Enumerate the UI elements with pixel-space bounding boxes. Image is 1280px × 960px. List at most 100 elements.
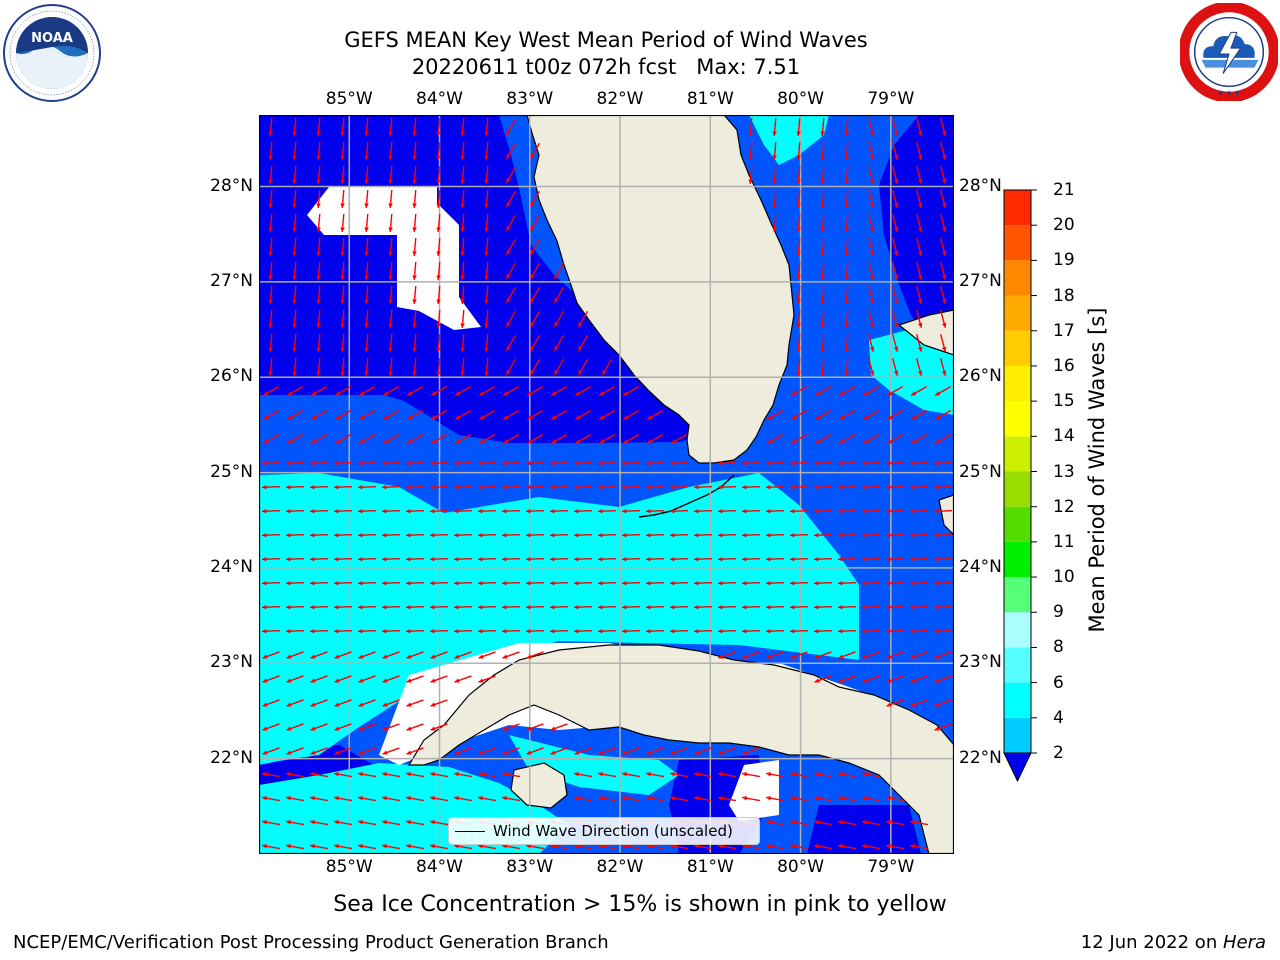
wind-wave-arrow (406, 409, 424, 421)
wind-wave-arrow (597, 532, 617, 538)
wind-wave-arrow (502, 651, 520, 659)
wind-wave-arrow (693, 604, 713, 610)
wind-wave-arrow (820, 189, 825, 209)
wind-wave-arrow (861, 580, 881, 586)
wind-wave-arrow (621, 556, 641, 562)
wind-wave-arrow (910, 385, 928, 397)
wind-wave-arrow (334, 433, 352, 445)
wind-wave-arrow (310, 819, 328, 826)
wind-wave-arrow (645, 580, 665, 586)
wind-wave-arrow (796, 189, 801, 209)
wind-wave-arrow (717, 532, 737, 538)
wind-wave-arrow (388, 333, 393, 353)
wind-wave-arrow (765, 460, 785, 466)
wind-wave-arrow (939, 238, 947, 256)
wind-wave-arrow (796, 117, 801, 137)
wind-wave-arrow (934, 651, 952, 659)
wind-wave-arrow (405, 628, 425, 634)
colorbar-tick-label: 18 (1053, 285, 1075, 306)
wind-wave-arrow (765, 628, 785, 634)
wind-wave-arrow (838, 771, 856, 778)
wind-wave-arrow (550, 747, 568, 755)
wind-wave-arrow (406, 651, 424, 659)
wind-wave-arrow (933, 460, 953, 466)
colorbar-tick-label: 15 (1053, 391, 1075, 412)
wind-wave-arrow (262, 795, 280, 802)
wind-wave-arrow (669, 508, 689, 514)
wind-wave-arrow (814, 409, 832, 421)
wind-wave-arrow (285, 604, 305, 610)
wind-wave-arrow (501, 628, 521, 634)
wind-wave-arrow (867, 310, 875, 328)
wind-wave-arrow (622, 795, 640, 802)
wind-wave-arrow (837, 556, 857, 562)
wind-wave-arrow (429, 508, 449, 514)
wind-wave-arrow (412, 237, 417, 257)
wind-wave-arrow (813, 556, 833, 562)
wind-wave-arrow (357, 604, 377, 610)
wind-wave-arrow (388, 117, 393, 137)
wind-wave-arrow (598, 771, 616, 778)
wind-wave-arrow (358, 409, 376, 421)
wind-wave-arrow (933, 532, 953, 538)
lon-tick-label: 79°W (867, 857, 915, 877)
wind-wave-arrow (286, 651, 304, 659)
wind-wave-arrow (501, 508, 521, 514)
legend-line-icon (455, 830, 485, 832)
lat-tick-label: 22°N (210, 747, 253, 768)
wind-wave-arrow (286, 795, 304, 802)
wind-wave-arrow (453, 484, 473, 490)
wind-wave-arrow (553, 358, 565, 376)
wind-wave-arrow (382, 819, 400, 826)
wind-wave-arrow (268, 237, 273, 257)
wind-wave-arrow (645, 604, 665, 610)
wind-wave-arrow (693, 484, 713, 490)
wind-wave-arrow (292, 141, 297, 161)
wind-wave-arrow (364, 237, 369, 257)
wind-wave-arrow (789, 532, 809, 538)
wind-wave-arrow (886, 675, 904, 683)
wind-wave-arrow (915, 310, 923, 328)
wind-wave-arrow (268, 357, 273, 377)
wind-wave-arrow (502, 771, 520, 778)
wind-wave-arrow (429, 484, 449, 490)
wind-wave-arrow (436, 309, 441, 329)
wind-wave-arrow (598, 433, 616, 445)
wind-wave-arrow (621, 508, 641, 514)
wind-wave-arrow (885, 532, 905, 538)
wind-wave-arrow (939, 190, 947, 208)
map-frame (259, 115, 954, 854)
wind-wave-arrow (646, 771, 664, 778)
wind-wave-arrow (505, 166, 517, 184)
wind-wave-arrow (909, 580, 929, 586)
wind-wave-arrow (844, 237, 849, 257)
wind-wave-arrow (358, 819, 376, 826)
wind-wave-arrow (454, 433, 472, 445)
wind-wave-arrow (358, 385, 376, 397)
wind-wave-arrow (573, 460, 593, 466)
wind-wave-arrow (772, 117, 777, 137)
wind-wave-arrow (381, 508, 401, 514)
wind-wave-arrow (316, 357, 321, 377)
wind-wave-arrow (340, 213, 345, 233)
wind-wave-arrow (526, 723, 544, 731)
wind-wave-arrow (292, 213, 297, 233)
wind-wave-arrow (285, 628, 305, 634)
wind-wave-arrow (310, 747, 328, 755)
wind-wave-arrow (553, 286, 565, 304)
wind-wave-arrow (382, 747, 400, 755)
wind-wave-arrow (502, 385, 520, 397)
wind-wave-arrow (286, 819, 304, 826)
wind-wave-arrow (382, 795, 400, 802)
wind-wave-arrow (934, 675, 952, 683)
wind-wave-arrow (357, 460, 377, 466)
colorbar-tick-label: 8 (1053, 637, 1064, 658)
wind-wave-arrow (939, 334, 947, 352)
colorbar-bin (1004, 471, 1031, 507)
wind-wave-arrow (358, 843, 376, 850)
wind-wave-arrow (477, 628, 497, 634)
wind-wave-arrow (915, 190, 923, 208)
wind-wave-arrow (909, 604, 929, 610)
wind-wave-arrow (939, 118, 947, 136)
wind-wave-arrow (861, 604, 881, 610)
